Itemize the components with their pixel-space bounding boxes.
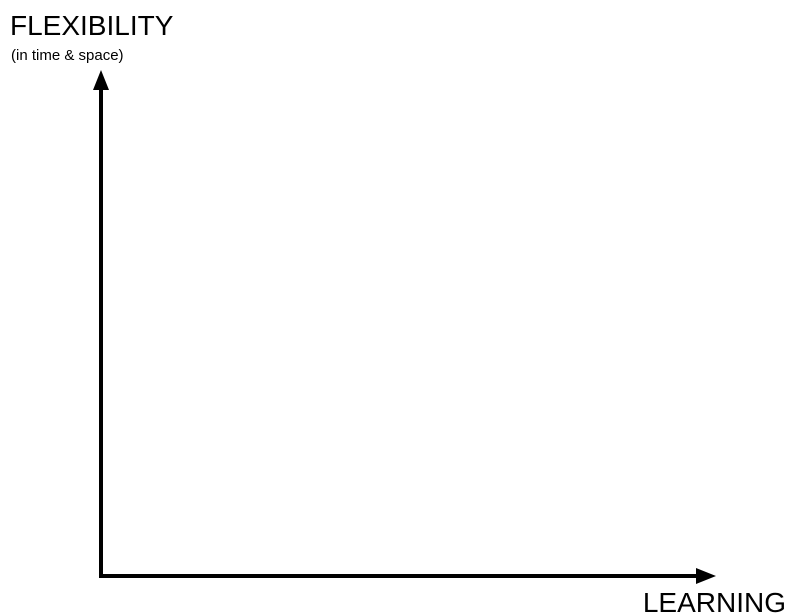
y-axis-arrow bbox=[93, 70, 109, 90]
x-axis-label: LEARNING bbox=[643, 587, 786, 615]
y-axis-label: FLEXIBILITY bbox=[10, 10, 174, 41]
y-axis-sublabel: (in time & space) bbox=[11, 47, 124, 64]
x-axis-arrow bbox=[696, 568, 716, 584]
